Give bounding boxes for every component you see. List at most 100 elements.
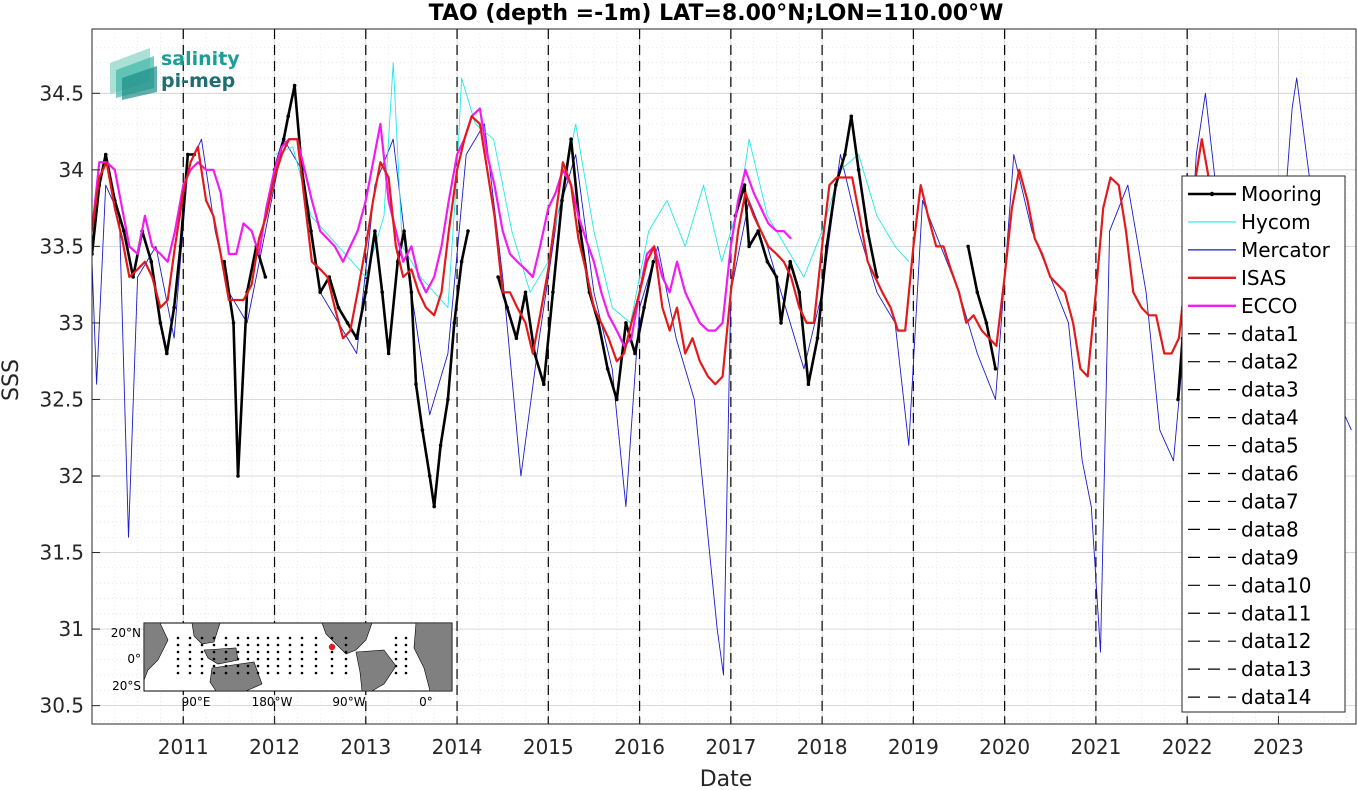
legend-item-data6: data6 bbox=[1188, 462, 1299, 486]
legend-item-data4: data4 bbox=[1188, 406, 1299, 430]
mooring-point bbox=[281, 137, 286, 141]
mooring-array-dots bbox=[176, 636, 408, 675]
legend-label: data6 bbox=[1241, 462, 1299, 486]
mooring-point bbox=[747, 244, 751, 249]
legend-label: Hycom bbox=[1241, 210, 1311, 234]
series-line-ecco bbox=[92, 107, 792, 347]
mooring-point bbox=[373, 229, 377, 233]
legend: Mooring Hycom Mercator ISAS ECCO data1 data2 da… bbox=[1181, 175, 1346, 713]
mooring-point bbox=[222, 259, 227, 264]
mooring-point bbox=[551, 290, 555, 295]
mooring-point bbox=[742, 183, 747, 187]
legend-item-data8: data8 bbox=[1188, 517, 1299, 541]
mooring-point bbox=[409, 290, 414, 295]
x-tick-label: 2017 bbox=[705, 735, 756, 759]
x-tick-label: 2012 bbox=[249, 735, 300, 759]
mooring-point bbox=[624, 321, 628, 325]
mooring-point bbox=[496, 275, 500, 279]
legend-label: Mooring bbox=[1241, 182, 1322, 206]
mooring-point bbox=[231, 321, 236, 325]
mooring-point bbox=[865, 229, 870, 233]
legend-item-ecco: ECCO bbox=[1188, 294, 1297, 318]
legend-item-data13: data13 bbox=[1188, 657, 1312, 681]
x-tick-label: 2021 bbox=[1070, 735, 1121, 759]
plot-background bbox=[92, 29, 1356, 724]
mooring-point bbox=[824, 244, 829, 249]
salinity-pimep-logo: salinity pi-mep bbox=[110, 48, 240, 100]
mooring-point bbox=[122, 229, 126, 233]
mooring-point bbox=[1176, 397, 1180, 402]
mooring-point bbox=[292, 83, 297, 88]
legend-label: data2 bbox=[1241, 350, 1299, 374]
mooring-point bbox=[452, 321, 457, 325]
legend-item-isas: ISAS bbox=[1188, 266, 1286, 290]
mooring-point bbox=[131, 275, 135, 279]
x-tick-label: 2023 bbox=[1253, 735, 1304, 759]
mooring-point bbox=[432, 504, 437, 509]
y-tick-label: 34 bbox=[59, 158, 84, 182]
mooring-point bbox=[345, 321, 350, 325]
y-tick-label: 33 bbox=[59, 311, 84, 335]
series-hycom bbox=[274, 62, 910, 324]
mooring-point bbox=[797, 290, 802, 295]
mooring-point bbox=[542, 382, 546, 387]
mooring-point bbox=[578, 229, 583, 233]
legend-label: data12 bbox=[1241, 629, 1312, 653]
mooring-point bbox=[149, 259, 154, 264]
mooring-point bbox=[318, 290, 323, 295]
mooring-point bbox=[459, 259, 464, 264]
plot-area bbox=[91, 28, 1357, 725]
mooring-point bbox=[178, 244, 183, 249]
x-tick-label: 2022 bbox=[1162, 735, 1213, 759]
series-line-mooring bbox=[496, 137, 655, 401]
legend-item-data7: data7 bbox=[1188, 489, 1299, 513]
mooring-point bbox=[756, 229, 760, 233]
map-lat-label-north: 20°N bbox=[111, 626, 141, 640]
mooring-point bbox=[172, 305, 176, 310]
series-mooring bbox=[92, 83, 1189, 509]
legend-item-data10: data10 bbox=[1188, 573, 1312, 597]
mooring-point bbox=[815, 336, 820, 341]
legend-label: data14 bbox=[1241, 685, 1312, 709]
x-tick-label: 2020 bbox=[979, 735, 1030, 759]
mooring-point bbox=[420, 428, 425, 432]
x-tick-label: 2019 bbox=[888, 735, 939, 759]
x-tick-label: 2018 bbox=[797, 735, 848, 759]
legend-label: data7 bbox=[1241, 489, 1299, 513]
map-lon-label-90e: 90°E bbox=[182, 695, 211, 709]
series-line-hycom bbox=[274, 62, 910, 324]
mooring-point bbox=[354, 336, 359, 341]
x-tick-label: 2015 bbox=[523, 735, 574, 759]
legend-label: data10 bbox=[1241, 573, 1312, 597]
mooring-point bbox=[438, 443, 443, 448]
legend-item-mercator: Mercator bbox=[1188, 238, 1331, 262]
mooring-point bbox=[605, 367, 610, 371]
legend-label: Mercator bbox=[1241, 238, 1331, 262]
legend-item-hycom: Hycom bbox=[1188, 210, 1311, 234]
legend-label: data5 bbox=[1241, 434, 1299, 458]
mooring-point bbox=[765, 259, 770, 264]
legend-label: data11 bbox=[1241, 601, 1312, 625]
legend-item-data3: data3 bbox=[1188, 378, 1299, 402]
legend-item-data11: data11 bbox=[1188, 601, 1312, 625]
mooring-point bbox=[336, 305, 341, 310]
mooring-point bbox=[414, 382, 418, 387]
y-tick-label: 32.5 bbox=[39, 387, 84, 411]
x-axis-label: Date bbox=[700, 767, 753, 790]
map-lon-label-180w: 180°W bbox=[252, 695, 293, 709]
series-layer bbox=[92, 62, 1352, 676]
mooring-point bbox=[856, 168, 861, 172]
plot-border bbox=[91, 28, 1357, 725]
station-marker bbox=[328, 643, 336, 651]
x-tick-label: 2016 bbox=[614, 735, 665, 759]
mooring-point bbox=[263, 275, 268, 279]
series-ecco bbox=[92, 107, 792, 347]
logo-text-top: salinity bbox=[161, 48, 240, 70]
mooring-point bbox=[615, 397, 619, 402]
x-tick-label: 2013 bbox=[340, 735, 391, 759]
chart-title: TAO (depth =-1m) LAT=8.00°N;LON=110.00°W bbox=[429, 1, 1004, 26]
legend-item-data5: data5 bbox=[1188, 434, 1299, 458]
series-isas bbox=[92, 115, 1212, 386]
mooring-point bbox=[427, 474, 432, 478]
